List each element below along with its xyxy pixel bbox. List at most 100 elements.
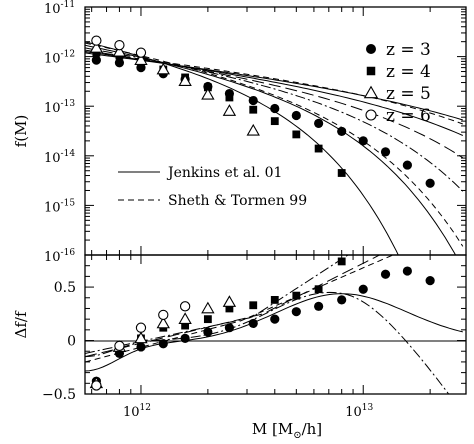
bottom-point xyxy=(203,315,212,324)
top-y-tick-label: 10-11 xyxy=(44,0,75,17)
top-point xyxy=(225,93,234,102)
sheth-tormen-curve xyxy=(85,42,464,247)
top-y-tick-label: 10-15 xyxy=(44,198,75,215)
bottom-model-curves xyxy=(85,255,463,394)
bottom-point xyxy=(114,340,125,352)
sheth-tormen-curve xyxy=(85,51,463,125)
top-point xyxy=(314,144,323,153)
bottom-point xyxy=(158,309,169,321)
bottom-y-tick-labels: −0.5 0 0.5 xyxy=(42,280,76,403)
legend-marker xyxy=(366,44,376,54)
bottom-point xyxy=(156,316,170,329)
top-y-tick-label: 10-14 xyxy=(44,149,75,166)
point-legend: z = 3z = 4z = 5z = 6 xyxy=(363,40,431,126)
top-point xyxy=(248,95,258,106)
x-tick-labels: 1012 1013 xyxy=(123,403,374,420)
bottom-point xyxy=(337,295,347,305)
bottom-point xyxy=(179,301,191,312)
top-y-tick-labels: 10-11 10-12 10-13 10-14 10-15 10-16 xyxy=(44,0,75,265)
top-point xyxy=(337,126,347,137)
x-tick-label: 1013 xyxy=(345,403,373,420)
jenkins-ratio-curve xyxy=(85,293,463,372)
top-point xyxy=(156,62,170,75)
sheth-tormen-ratio-curve-2 xyxy=(85,255,381,358)
bottom-point xyxy=(203,327,213,337)
top-point xyxy=(112,44,127,57)
bottom-y-tick-label: −0.5 xyxy=(42,387,76,403)
jenkins-curve xyxy=(85,52,463,121)
bottom-axis-ticks xyxy=(85,255,466,395)
bottom-point xyxy=(225,304,234,313)
bottom-point xyxy=(380,269,391,279)
bottom-point xyxy=(178,312,192,325)
top-point xyxy=(270,117,279,126)
bottom-point xyxy=(135,322,147,333)
top-point xyxy=(402,160,412,170)
top-point xyxy=(425,178,435,188)
top-point xyxy=(222,104,237,116)
jenkins-curve xyxy=(85,49,464,159)
top-point xyxy=(114,58,125,68)
top-axis-ticks xyxy=(85,7,466,256)
jenkins-ratio-curve-dotdash xyxy=(85,291,450,394)
bottom-point xyxy=(136,342,146,352)
bottom-point xyxy=(222,295,237,307)
legend-label-jenkins: Jenkins et al. 01 xyxy=(166,165,282,181)
top-point xyxy=(114,40,125,51)
sheth-tormen-ratio-curve xyxy=(85,255,395,363)
legend-marker xyxy=(366,66,376,76)
top-y-tick-label: 10-16 xyxy=(44,248,75,265)
top-point xyxy=(178,74,192,87)
top-point xyxy=(292,130,301,139)
bottom-point xyxy=(337,257,346,266)
bottom-point xyxy=(314,301,324,311)
bottom-point xyxy=(314,285,323,294)
top-point xyxy=(91,35,102,46)
bottom-point xyxy=(292,291,301,300)
bottom-y-tick-label: 0 xyxy=(67,334,76,350)
legend-label-sheth-tormen: Sheth & Tormen 99 xyxy=(168,193,307,209)
bottom-point xyxy=(270,314,280,324)
top-point xyxy=(291,110,301,121)
x-axis-label: M [M⊙/h] xyxy=(252,420,322,441)
top-y-axis-label: f(M) xyxy=(12,115,30,148)
bottom-point xyxy=(181,321,190,330)
bottom-point xyxy=(248,318,258,329)
top-point xyxy=(380,147,391,157)
top-point xyxy=(246,123,260,136)
bottom-point xyxy=(291,307,301,317)
top-point xyxy=(249,105,258,114)
top-point xyxy=(89,41,104,53)
bottom-panel-frame xyxy=(84,254,467,395)
legend-marker xyxy=(365,109,377,121)
bottom-data-points xyxy=(89,257,435,391)
legend-point-label: z = 3 xyxy=(386,40,431,60)
top-point xyxy=(270,103,280,114)
legend-marker xyxy=(363,85,379,99)
bottom-point xyxy=(270,295,279,304)
bottom-y-tick-label: 0.5 xyxy=(54,280,76,296)
legend-point-label: z = 4 xyxy=(386,62,431,82)
bottom-point xyxy=(134,331,148,344)
line-legend: Jenkins et al. 01 Sheth & Tormen 99 xyxy=(118,165,307,209)
bottom-point xyxy=(358,284,368,294)
top-model-curves xyxy=(85,41,464,255)
bottom-panel: −0.5 0 0.5 Δf/f xyxy=(12,254,467,403)
x-tick-label: 1012 xyxy=(123,403,151,420)
top-point xyxy=(358,136,368,146)
top-point xyxy=(203,83,212,92)
top-point xyxy=(314,118,324,129)
jenkins-curve xyxy=(85,47,464,192)
bottom-point xyxy=(201,301,215,314)
top-y-tick-label: 10-13 xyxy=(44,99,75,116)
bottom-point xyxy=(249,301,258,310)
legend-point-label: z = 6 xyxy=(386,106,431,126)
top-point xyxy=(91,55,101,65)
bottom-point xyxy=(158,339,168,349)
bottom-y-axis-label: Δf/f xyxy=(12,310,30,338)
bottom-point xyxy=(425,276,435,286)
bottom-point xyxy=(402,266,412,276)
top-data-points xyxy=(89,35,435,188)
top-point xyxy=(201,87,215,100)
